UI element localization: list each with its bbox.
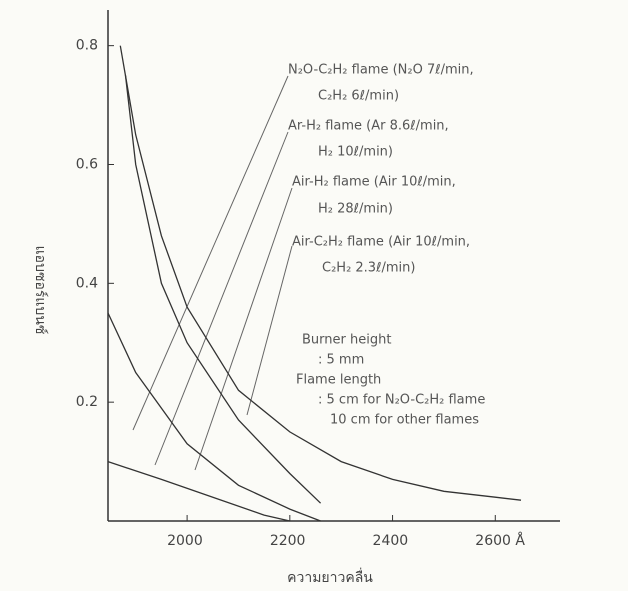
x-tick-label: 2200	[270, 533, 306, 549]
annotation: : 5 mm	[318, 353, 364, 368]
annotation: Air-H₂ flame (Air 10ℓ/min,	[292, 175, 456, 190]
annotation: H₂ 10ℓ/min)	[318, 145, 393, 160]
annotation: : 5 cm for N₂O-C₂H₂ flame	[318, 393, 485, 408]
leader-line	[246, 245, 293, 416]
curve	[107, 312, 321, 522]
y-axis-label: แอบซอร์แบนซ์	[32, 246, 49, 335]
annotation: Ar-H₂ flame (Ar 8.6ℓ/min,	[288, 119, 449, 134]
annotation: 10 cm for other flames	[330, 413, 479, 428]
x-tick-label: 2400	[373, 533, 409, 549]
annotation: C₂H₂ 6ℓ/min)	[318, 89, 399, 104]
x-axis-label: ความยาวคลื่น	[287, 568, 373, 586]
curve	[107, 460, 290, 522]
annotation: Flame length	[296, 373, 381, 388]
curve	[119, 45, 522, 501]
leader-line	[132, 75, 289, 431]
y-tick-label: 0.8	[76, 38, 98, 54]
x-tick-label: 2600 Å	[475, 532, 525, 549]
x-tick-label: 2000	[167, 533, 203, 549]
curve	[124, 75, 322, 504]
leader-line	[194, 187, 293, 471]
annotation: N₂O-C₂H₂ flame (N₂O 7ℓ/min,	[288, 63, 474, 78]
annotation: C₂H₂ 2.3ℓ/min)	[322, 261, 415, 276]
y-tick-label: 0.2	[76, 394, 98, 410]
y-tick-label: 0.4	[76, 275, 98, 291]
annotation: Air-C₂H₂ flame (Air 10ℓ/min,	[292, 235, 470, 250]
annotation: H₂ 28ℓ/min)	[318, 202, 393, 217]
annotation: Burner height	[302, 333, 391, 348]
y-tick-label: 0.6	[76, 156, 98, 172]
leader-line	[154, 131, 289, 466]
